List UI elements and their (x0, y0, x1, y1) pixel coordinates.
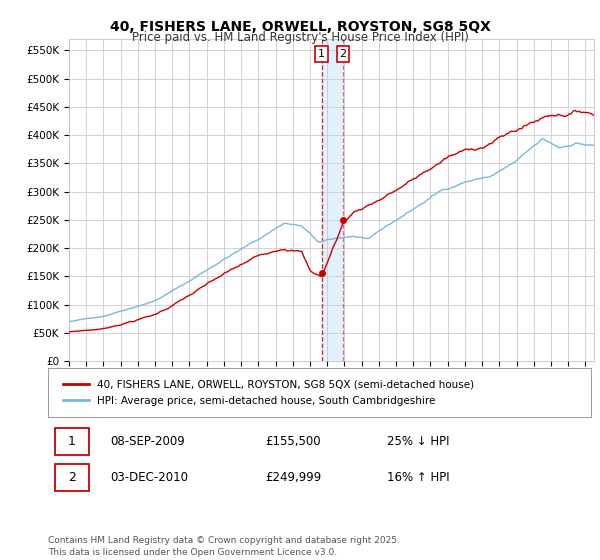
Text: 25% ↓ HPI: 25% ↓ HPI (388, 435, 450, 449)
FancyBboxPatch shape (55, 464, 89, 491)
Legend: 40, FISHERS LANE, ORWELL, ROYSTON, SG8 5QX (semi-detached house), HPI: Average p: 40, FISHERS LANE, ORWELL, ROYSTON, SG8 5… (59, 375, 478, 410)
Text: 03-DEC-2010: 03-DEC-2010 (110, 471, 188, 484)
Text: 16% ↑ HPI: 16% ↑ HPI (388, 471, 450, 484)
Text: 08-SEP-2009: 08-SEP-2009 (110, 435, 185, 449)
Text: Price paid vs. HM Land Registry's House Price Index (HPI): Price paid vs. HM Land Registry's House … (131, 31, 469, 44)
Text: £249,999: £249,999 (265, 471, 322, 484)
Text: 2: 2 (340, 49, 347, 59)
Text: £155,500: £155,500 (265, 435, 321, 449)
Text: 1: 1 (68, 435, 76, 449)
Text: 1: 1 (318, 49, 325, 59)
Text: 2: 2 (68, 471, 76, 484)
FancyBboxPatch shape (55, 428, 89, 455)
Bar (322, 39, 343, 361)
Text: Contains HM Land Registry data © Crown copyright and database right 2025.
This d: Contains HM Land Registry data © Crown c… (48, 536, 400, 557)
Text: 40, FISHERS LANE, ORWELL, ROYSTON, SG8 5QX: 40, FISHERS LANE, ORWELL, ROYSTON, SG8 5… (110, 20, 490, 34)
